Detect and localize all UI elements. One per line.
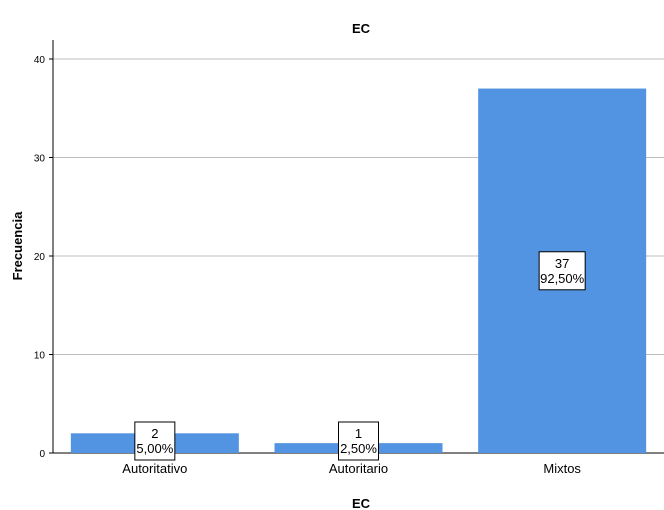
y-tick-label: 20 — [34, 252, 46, 263]
data-label-percent: 92,50% — [540, 271, 585, 286]
y-tick-label: 40 — [34, 55, 46, 66]
y-axis-ticks: 0 10 20 30 40 — [34, 55, 53, 460]
x-axis-title: EC — [352, 496, 371, 510]
data-label-box — [538, 251, 586, 291]
x-axis-categories: Autoritativo Autoritario Mixtos — [122, 461, 581, 476]
data-label-percent: 5,00% — [136, 441, 173, 456]
y-tick-label: 30 — [34, 154, 46, 165]
data-label-percent: 2,50% — [340, 441, 377, 456]
data-label-count: 2 — [151, 426, 158, 441]
data-label-count: 37 — [555, 256, 569, 271]
data-label-count: 1 — [355, 426, 362, 441]
x-category-label: Mixtos — [543, 461, 581, 476]
y-axis-title: Frecuencia — [10, 211, 25, 280]
x-category-label: Autoritativo — [122, 461, 187, 476]
data-label-box — [134, 421, 176, 461]
y-tick-label: 0 — [39, 449, 45, 460]
x-category-label: Autoritario — [329, 461, 388, 476]
y-tick-label: 10 — [34, 351, 46, 362]
chart-title: EC — [352, 21, 371, 36]
data-label-box — [338, 421, 379, 461]
